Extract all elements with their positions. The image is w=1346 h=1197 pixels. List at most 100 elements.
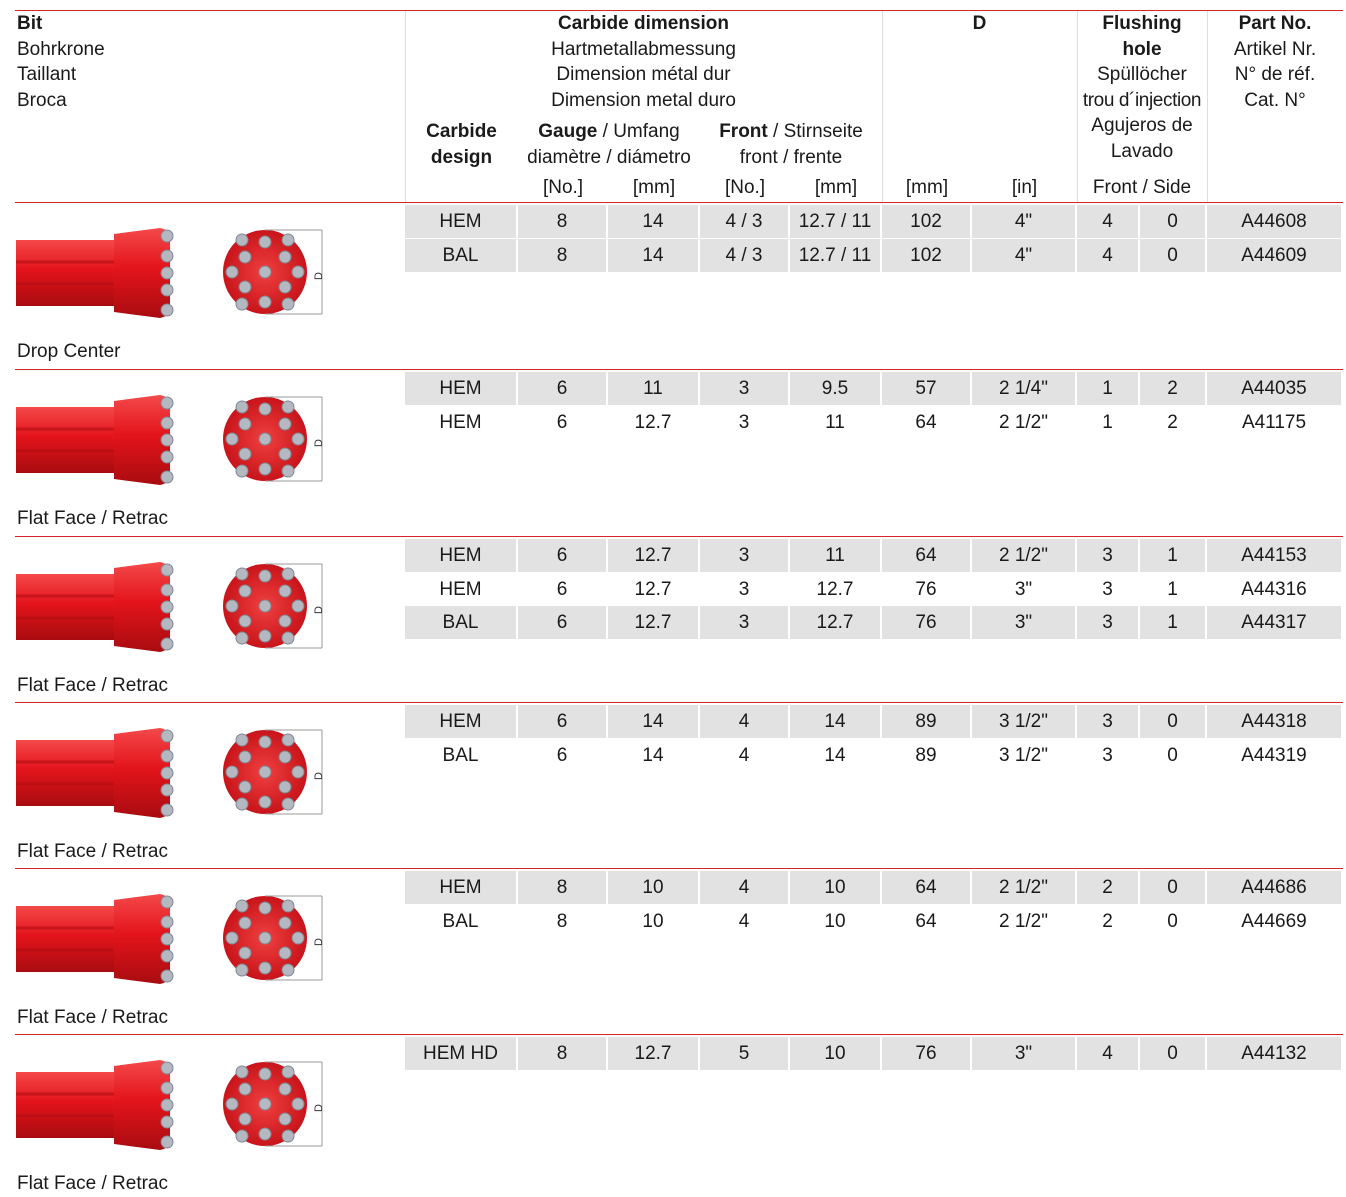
table-cell: 14 (608, 205, 700, 238)
table-cell: 4 (700, 738, 790, 772)
table-cell: 14 (790, 738, 882, 772)
table-cell: 3" (972, 572, 1077, 606)
table-cell: 102 (882, 205, 972, 238)
part-lang: Cat. N° (1244, 89, 1306, 111)
table-cell: 89 (882, 705, 972, 738)
table-cell: 10 (790, 1037, 882, 1070)
table-cell: 12.7 (608, 606, 700, 639)
table-cell: 6 (518, 372, 608, 405)
table-cell: 3" (972, 1037, 1077, 1070)
table-cell: 2 (1140, 372, 1207, 405)
dimension-label: D (313, 606, 325, 614)
table-cell: 4 (1077, 1037, 1140, 1070)
table-cell: 12.7 (608, 405, 700, 439)
table-cell: 4" (972, 205, 1077, 238)
unit-label: [No.] (542, 177, 584, 198)
table-cell: 4 / 3 (700, 238, 790, 272)
group-rule (15, 868, 1343, 869)
unit-label: [mm] (905, 177, 949, 198)
table-cell: 3 (1077, 705, 1140, 738)
dimension-label: D (313, 1104, 325, 1112)
table-cell: 76 (882, 572, 972, 606)
table-cell: 11 (790, 405, 882, 439)
table-cell: 0 (1140, 1037, 1207, 1070)
table-cell: 10 (608, 904, 700, 938)
table-cell: 64 (882, 871, 972, 904)
table-cell: 12.7 (608, 539, 700, 572)
bit-image: D (16, 728, 325, 818)
table-cell: A44316 (1207, 572, 1343, 606)
table-cell: 3 (700, 539, 790, 572)
table-cell: A44686 (1207, 871, 1343, 904)
table-cell: 12.7 (790, 606, 882, 639)
table-cell: A44609 (1207, 238, 1343, 272)
table-cell: 2 1/2" (972, 871, 1077, 904)
table-cell: 0 (1140, 871, 1207, 904)
table-cell: 8 (518, 205, 608, 238)
table-cell: BAL (405, 904, 518, 938)
table-cell: 4" (972, 238, 1077, 272)
flushing-title: Flushing hole (1102, 13, 1182, 60)
dimension-label: D (313, 938, 325, 946)
d-title: D (972, 13, 987, 34)
group-rule (15, 369, 1343, 370)
table-cell: 6 (518, 606, 608, 639)
table-cell: HEM (405, 405, 518, 439)
flushing-lang: Agujeros de Lavado (1091, 115, 1193, 162)
table-cell: 0 (1140, 205, 1207, 238)
table-cell: 4 (1077, 205, 1140, 238)
table-cell: 12.7 (608, 572, 700, 606)
table-cell: 76 (882, 1037, 972, 1070)
table-cell: 6 (518, 539, 608, 572)
flushing-lang: Spüllöcher (1097, 64, 1187, 85)
table-cell: 6 (518, 572, 608, 606)
table-cell: 1 (1077, 405, 1140, 439)
table-cell: 11 (608, 372, 700, 405)
table-cell: 8 (518, 1037, 608, 1070)
carbide-title: Carbide dimension (557, 13, 730, 34)
table-cell: 12.7 / 11 (790, 238, 882, 272)
table-cell: 76 (882, 606, 972, 639)
dimension-label: D (313, 439, 325, 447)
table-cell: HEM HD (405, 1037, 518, 1070)
table-cell: 14 (608, 738, 700, 772)
table-cell: A44318 (1207, 705, 1343, 738)
bit-type: Flat Face / Retrac (17, 675, 168, 696)
header-divider (1077, 11, 1078, 202)
bit-type: Flat Face / Retrac (17, 1007, 168, 1028)
table-cell: 6 (518, 405, 608, 439)
header-divider (882, 11, 883, 202)
gauge-lang: diamètre / diámetro (527, 146, 691, 168)
front-title: Front (719, 121, 768, 142)
carbide-design: Carbide design (426, 121, 497, 168)
table-cell: 12.7 (790, 572, 882, 606)
table-cell: 12.7 / 11 (790, 205, 882, 238)
table-cell: 0 (1140, 238, 1207, 272)
table-cell: 10 (608, 871, 700, 904)
bit-image: D (16, 562, 325, 652)
table-cell: A44317 (1207, 606, 1343, 639)
table-cell: 8 (518, 871, 608, 904)
bit-image: D (16, 894, 325, 984)
table-cell: 1 (1140, 606, 1207, 639)
part-lang: Artikel Nr. (1233, 38, 1317, 60)
table-cell: 3" (972, 606, 1077, 639)
table-cell: 1 (1077, 372, 1140, 405)
unit-label: [mm] (814, 177, 858, 198)
unit-label: [mm] (632, 177, 676, 198)
flushing-lang: trou d´injection (1082, 89, 1202, 111)
table-cell: 3 1/2" (972, 738, 1077, 772)
group-rule (15, 202, 1343, 203)
table-cell: 0 (1140, 904, 1207, 938)
table-cell: 3 (700, 405, 790, 439)
table-cell: A44035 (1207, 372, 1343, 405)
table-cell: 3 (1077, 738, 1140, 772)
table-cell: 2 (1077, 871, 1140, 904)
top-rule (15, 10, 1343, 11)
table-cell: 12.7 (608, 1037, 700, 1070)
gauge-header: Gauge / Umfang (518, 119, 700, 145)
front-lang: / Stirnseite (767, 121, 863, 142)
table-cell: 10 (790, 904, 882, 938)
table-cell: 8 (518, 904, 608, 938)
